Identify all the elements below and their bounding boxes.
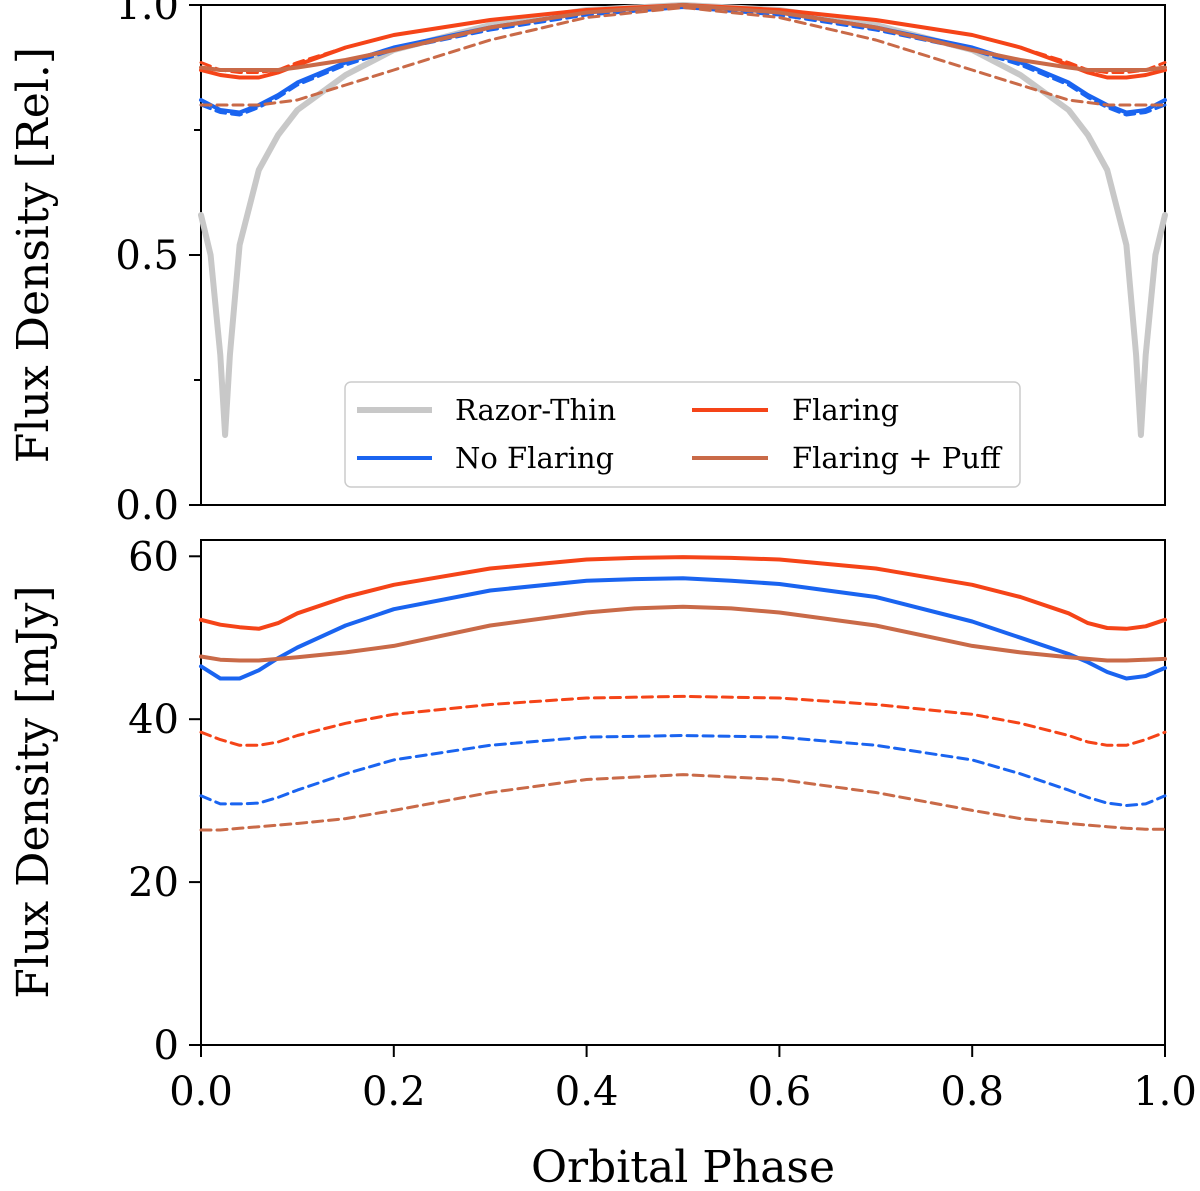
bottom-series-puff-d [199,773,1167,832]
x-tick-label: 0.0 [169,1069,233,1115]
top-series-razor [198,2,1168,438]
bottom-series-flaring-d [199,694,1167,747]
x-axis-title: Orbital Phase [531,1142,835,1191]
bottom-panel: 0 20 40 60 0.0 0.2 0.4 0.6 0.8 1.0 Flux Density [… [8,534,1197,1191]
bottom-y-tick-label: 20 [128,860,179,906]
legend-box [344,381,1021,488]
bottom-series-flaring [199,555,1167,631]
legend: Razor-Thin Flaring No Flaring Flaring + … [344,381,1021,488]
x-tick-label: 0.8 [940,1069,1004,1115]
top-y-tick-label: 0.0 [115,483,179,529]
x-tick-label: 0.6 [748,1069,812,1115]
top-series-group [198,2,1168,438]
bottom-plot-frame [200,539,1166,1046]
bottom-y-axis-title: Flux Density [mJy] [8,585,59,998]
bottom-series-group [199,555,1167,832]
bottom-series-noflare [199,576,1167,681]
legend-flaring-puff-label: Flaring + Puff [792,441,1003,475]
x-tick-label: 0.4 [555,1069,619,1115]
bottom-y-tick-label: 0 [154,1023,179,1069]
top-series-puff-d [199,6,1167,107]
bottom-series-puff [199,604,1167,663]
bottom-ticks: 0 20 40 60 0.0 0.2 0.4 0.6 0.8 1.0 [128,534,1197,1115]
legend-razor-thin-label: Razor-Thin [455,393,616,427]
top-y-tick-label: 0.5 [115,233,179,279]
bottom-series-noflare-d [199,734,1167,807]
top-y-tick-label: 1.0 [115,0,179,29]
top-series-flaring [199,3,1167,80]
x-tick-label: 1.0 [1133,1069,1197,1115]
bottom-y-tick-label: 60 [128,534,179,580]
top-series-puff [199,3,1167,72]
legend-no-flaring-label: No Flaring [455,441,614,475]
top-panel: 0.0 0.5 1.0 Flux Density [Rel.] Razor-Thin… [8,0,1168,529]
x-tick-label: 0.2 [362,1069,426,1115]
bottom-y-tick-label: 40 [128,697,179,743]
top-ticks: 0.0 0.5 1.0 [115,0,201,529]
legend-flaring-label: Flaring [792,393,899,427]
top-y-axis-title: Flux Density [Rel.] [8,47,59,463]
